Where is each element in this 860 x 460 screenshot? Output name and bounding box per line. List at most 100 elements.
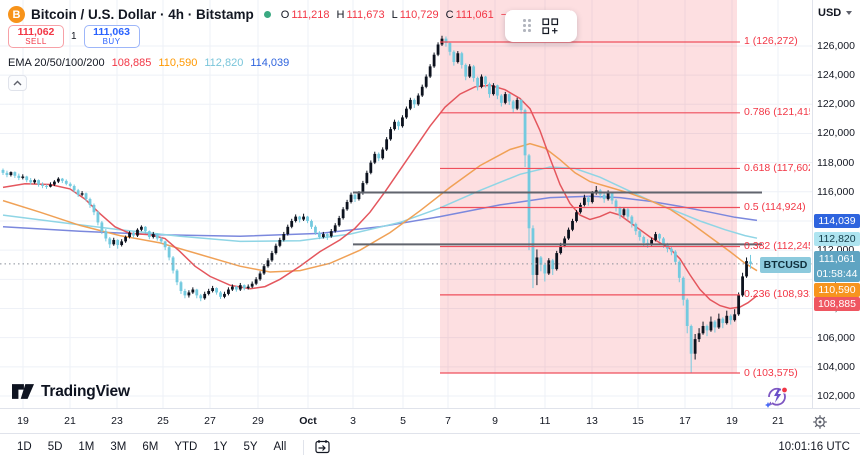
bottom-toolbar: 1D 5D 1M 3M 6M YTD 1Y 5Y All 10:01:16 UT… [0, 433, 860, 460]
last-price-badge: 111,061 01:58:44 [814, 251, 860, 282]
bitcoin-logo-icon: B [8, 6, 25, 23]
candlestick-chart[interactable] [0, 0, 812, 408]
tradingview-logo-text: TradingView [41, 382, 130, 400]
symbol-title[interactable]: Bitcoin / U.S. Dollar · 4h · Bitstamp [31, 7, 254, 22]
floating-toolbar[interactable] [505, 10, 577, 42]
ema200-price-badge: 114,039 [814, 214, 860, 228]
gridlines [0, 0, 812, 408]
last-price-value: 111,061 [818, 253, 856, 265]
time-tick-label: 15 [632, 415, 644, 427]
fib-level-label: 0.618 (117,602) [744, 161, 810, 174]
time-tick-label: 21 [64, 415, 76, 427]
range-button-1y[interactable]: 1Y [206, 438, 234, 456]
fib-level-label: 0.236 (108,931) [744, 288, 810, 301]
tradingview-logo[interactable]: TradingView [12, 382, 130, 401]
time-tick-label: Oct [299, 415, 317, 427]
high-label: H [336, 8, 345, 21]
price-tick-label: 118,000 [817, 156, 855, 169]
ema50-price-badge: 110,590 [814, 283, 860, 297]
sell-button[interactable]: 111,062 SELL [8, 25, 64, 48]
ema200-value: 114,039 [250, 57, 290, 69]
range-button-ytd[interactable]: YTD [167, 438, 204, 456]
time-axis[interactable]: 19 21 23 25 27 29 Oct 3 5 7 9 11 13 15 17 19 21 [0, 408, 860, 433]
price-axis[interactable]: USD 126,000 124,000 122,000 120,000 118,000 1… [812, 0, 860, 433]
range-button-all[interactable]: All [267, 438, 294, 456]
trade-buttons: 111,062 SELL 1 111,063 BUY [8, 25, 140, 48]
market-open-dot-icon [263, 11, 271, 18]
time-tick-label: 29 [252, 415, 264, 427]
layout-squares-plus-icon[interactable] [542, 17, 559, 35]
close-label: C [445, 8, 454, 21]
drag-handle-icon[interactable] [523, 19, 532, 33]
high-value: 111,673 [346, 8, 385, 21]
range-button-6m[interactable]: 6M [135, 438, 165, 456]
open-label: O [280, 8, 290, 21]
time-tick-label: 5 [400, 415, 406, 427]
fib-retracement-fill [440, 0, 737, 374]
buy-button[interactable]: 111,063 BUY [83, 25, 140, 48]
calendar-icon [315, 440, 330, 454]
currency-label: USD [818, 7, 842, 19]
ema50-line [2, 142, 758, 273]
tradingview-logo-icon [12, 384, 34, 399]
chevron-up-icon [13, 80, 22, 86]
price-tick-label: 126,000 [817, 39, 855, 52]
price-tick-label: 124,000 [817, 69, 855, 82]
ema-legend-title: EMA 20/50/100/200 [8, 57, 105, 69]
price-tick-label: 106,000 [817, 331, 855, 344]
ema100-price-badge: 112,820 [814, 232, 860, 246]
bar-countdown: 01:58:44 [816, 267, 858, 280]
close-value: 111,061 [455, 8, 494, 21]
currency-dropdown[interactable]: USD [818, 7, 853, 19]
ema-indicator-legend[interactable]: EMA 20/50/100/200 108,885 110,590 112,82… [8, 57, 289, 69]
toolbar-divider [303, 439, 305, 455]
fib-level-label: 0 (103,575) [744, 366, 798, 379]
range-button-5y[interactable]: 5Y [236, 438, 264, 456]
axis-settings-gear-icon[interactable] [812, 414, 828, 430]
price-tick-label: 102,000 [817, 390, 855, 402]
time-tick-label: 17 [679, 415, 691, 427]
ema20-price-badge: 108,885 [814, 297, 860, 311]
go-to-date-button[interactable] [314, 439, 331, 455]
price-tick-label: 116,000 [817, 185, 855, 198]
price-tick-label: 120,000 [817, 127, 855, 140]
quick-trade-lightning-icon[interactable] [760, 383, 792, 408]
ema100-value: 112,820 [204, 57, 244, 69]
ema100-line [2, 166, 758, 243]
symbol-price-tag: BTCUSD [760, 257, 811, 273]
buy-label: BUY [102, 36, 121, 46]
price-tick-label: 122,000 [817, 98, 855, 111]
low-value: 110,729 [399, 8, 439, 21]
range-button-3m[interactable]: 3M [103, 438, 133, 456]
range-button-5d[interactable]: 5D [41, 438, 70, 456]
clock-timezone-button[interactable]: 10:01:16 UTC [778, 441, 850, 453]
chart-pane[interactable]: 1 (126,272) 0.786 (121,415) 0.618 (117,602… [0, 0, 812, 408]
price-tick-label: 104,000 [817, 360, 855, 373]
time-tick-label: 19 [726, 415, 738, 427]
time-tick-label: 7 [445, 415, 451, 427]
spread-value: 1 [71, 31, 77, 42]
time-tick-label: 9 [492, 415, 498, 427]
sell-price: 111,062 [17, 25, 55, 38]
buy-price: 111,063 [93, 25, 130, 38]
fib-level-label: 0.382 (112,245) [744, 240, 810, 253]
low-label: L [391, 8, 398, 21]
time-tick-label: 11 [539, 415, 551, 427]
time-tick-label: 21 [772, 415, 784, 427]
time-tick-label: 25 [157, 415, 169, 427]
fib-level-label: 0.786 (121,415) [744, 106, 810, 119]
time-tick-label: 23 [111, 415, 123, 427]
range-button-1d[interactable]: 1D [10, 438, 39, 456]
collapse-legend-button[interactable] [8, 75, 27, 91]
time-tick-label: 3 [350, 415, 356, 427]
time-tick-label: 19 [17, 415, 29, 427]
chevron-down-icon [846, 11, 853, 15]
ema20-value: 108,885 [111, 57, 152, 69]
ema200-line [2, 195, 758, 238]
sell-label: SELL [25, 36, 47, 46]
open-value: 111,218 [291, 8, 330, 21]
symbol-header[interactable]: B Bitcoin / U.S. Dollar · 4h · Bitstamp … [8, 6, 574, 23]
range-button-1m[interactable]: 1M [71, 438, 101, 456]
